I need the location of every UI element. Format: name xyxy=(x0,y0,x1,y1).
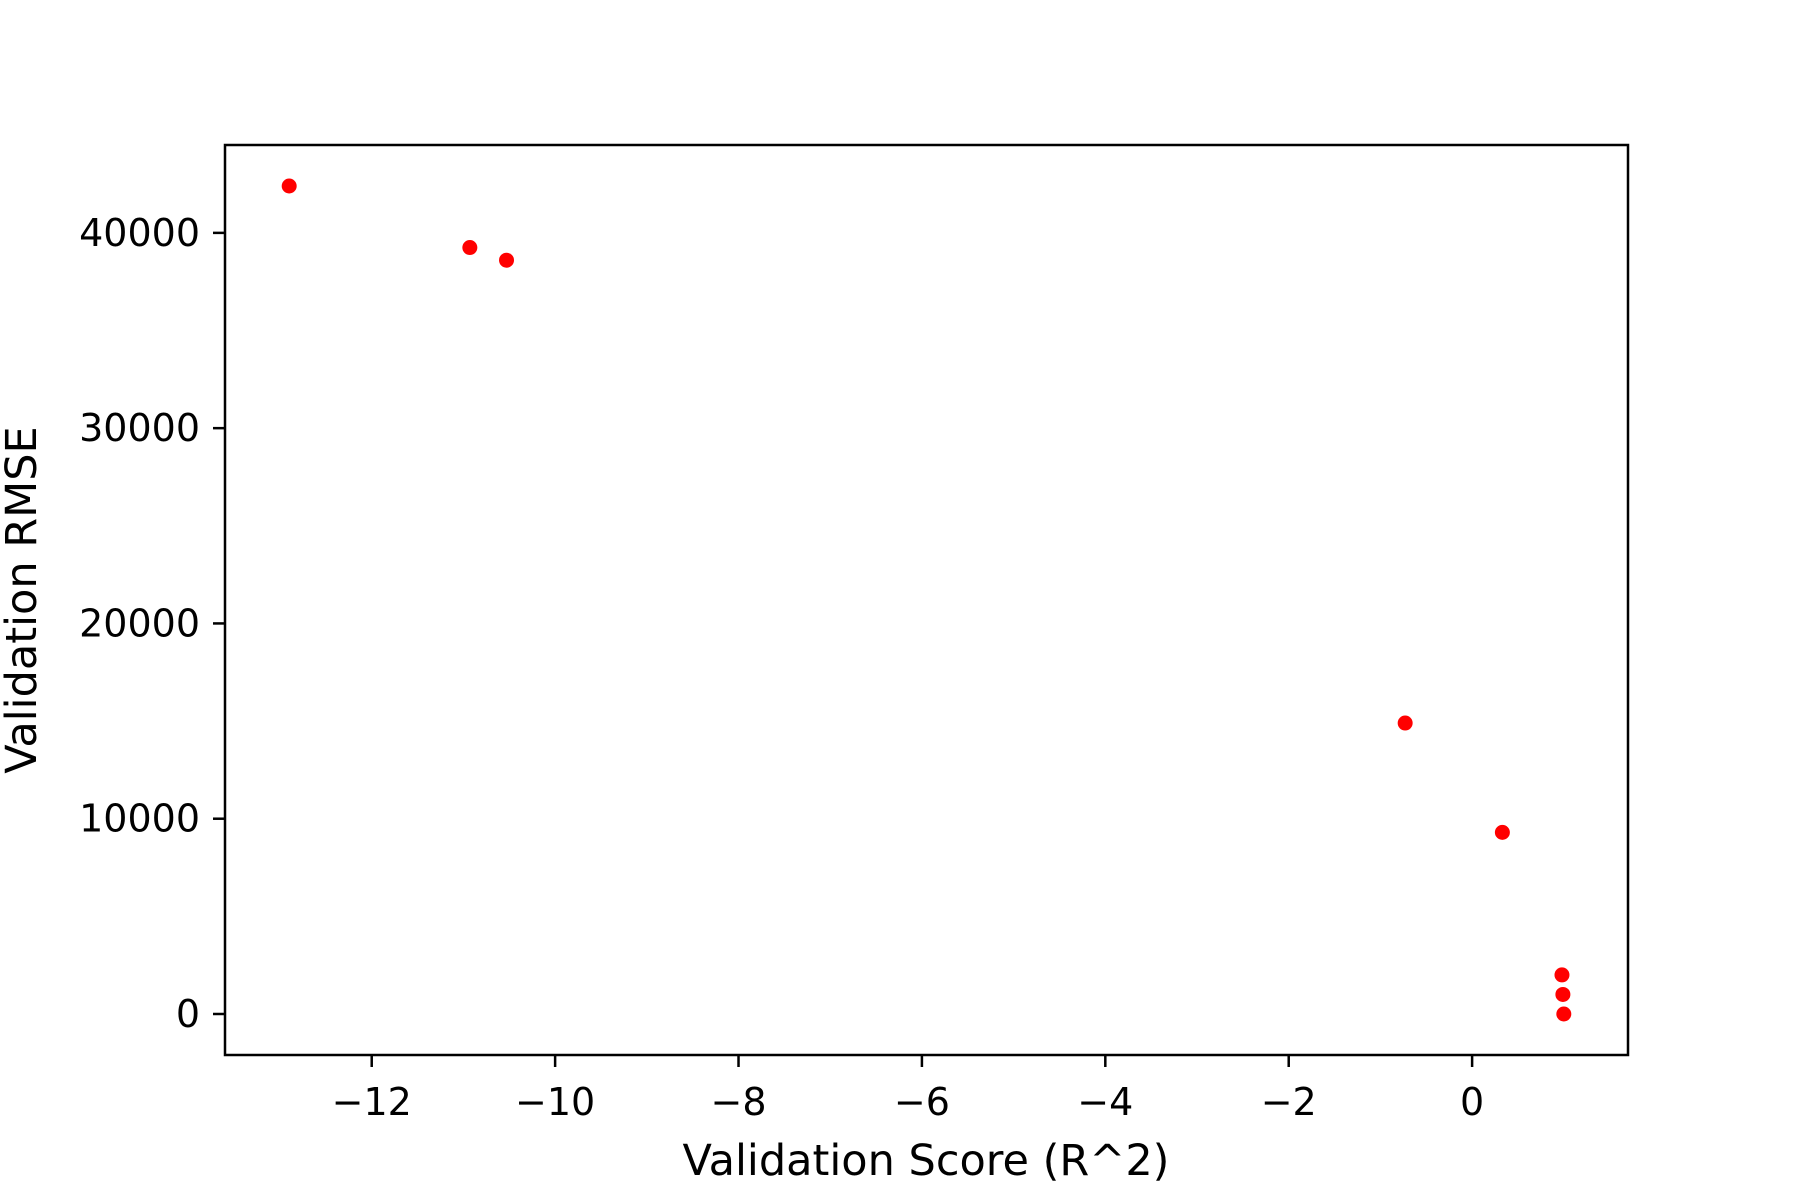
data-point xyxy=(1494,824,1510,840)
x-axis-ticks: −12 −10 −8 −6 −4 −2 0 xyxy=(332,1055,1484,1124)
x-axis-label: Validation Score (R^2) xyxy=(683,1136,1170,1186)
y-tick-label: 30000 xyxy=(79,406,200,450)
data-point xyxy=(1397,715,1413,731)
plot-frame xyxy=(223,143,1630,1057)
data-point xyxy=(1556,1006,1572,1022)
data-point xyxy=(462,240,478,256)
y-tick-label: 40000 xyxy=(79,211,200,255)
y-tick-label: 20000 xyxy=(79,601,200,645)
x-tick-label: 0 xyxy=(1460,1080,1484,1124)
y-tick-label: 10000 xyxy=(79,797,200,841)
y-axis-ticks: 0 10000 20000 30000 40000 xyxy=(79,211,225,1036)
data-point xyxy=(1554,967,1570,983)
x-tick-label: −2 xyxy=(1261,1080,1317,1124)
y-axis-label: Validation RMSE xyxy=(0,426,47,773)
data-point xyxy=(499,252,515,268)
data-point xyxy=(281,178,297,194)
x-tick-label: −12 xyxy=(332,1080,412,1124)
x-tick-label: −8 xyxy=(711,1080,767,1124)
data-points xyxy=(281,178,1572,1022)
x-tick-label: −6 xyxy=(894,1080,950,1124)
x-tick-label: −10 xyxy=(515,1080,595,1124)
y-tick-label: 0 xyxy=(176,992,200,1036)
x-tick-label: −4 xyxy=(1077,1080,1133,1124)
data-point xyxy=(1555,986,1571,1002)
